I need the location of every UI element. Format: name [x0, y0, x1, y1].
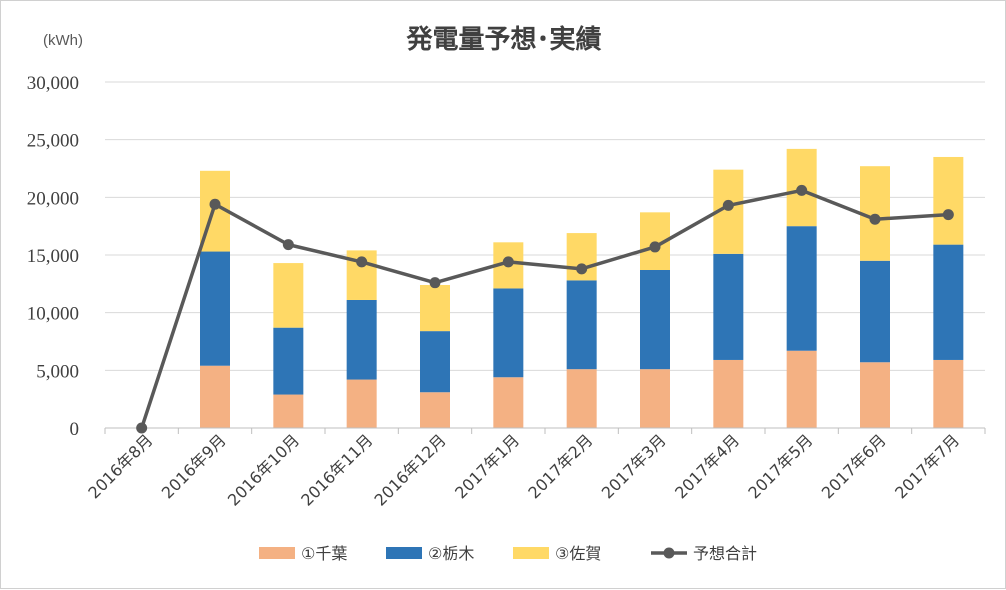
gridlines: [105, 81, 985, 371]
chart-title: 発電量予想･実績: [405, 24, 601, 55]
legend-marker: [663, 547, 675, 559]
forecast-total-line: [140, 188, 949, 429]
x-tick-label: 2017年4月: [671, 430, 743, 502]
bar-segment: [786, 226, 817, 351]
forecast-total-point: [722, 199, 734, 211]
legend-label: 予想合計: [693, 544, 757, 563]
y-tick-label: 20,000: [27, 188, 79, 209]
y-tick-label: 25,000: [27, 131, 79, 152]
forecast-total-point: [576, 263, 588, 275]
x-tick-label: 2017年5月: [744, 430, 816, 502]
bar-segment: [786, 350, 817, 428]
bar-segment: [420, 331, 450, 393]
y-tick-label: 5,000: [36, 361, 79, 382]
bar-segment: [346, 379, 377, 428]
y-tick-label: 15,000: [27, 246, 79, 267]
bar-segment: [493, 377, 524, 428]
x-tick-label: 2017年1月: [451, 430, 523, 502]
legend-label: ①千葉: [301, 544, 347, 563]
legend-swatch: [513, 547, 549, 559]
y-axis-ticks: 0 5,000 10,000 15,000 20,000 25,000 30,000: [27, 73, 79, 440]
bar-segment: [566, 369, 597, 428]
x-tick-label: 2017年7月: [891, 430, 963, 502]
bar-segment: [273, 394, 304, 428]
forecast-total-point: [209, 198, 221, 210]
bar-segment: [493, 288, 524, 378]
bar-series: [200, 148, 964, 428]
x-tick-label: 2016年10月: [224, 430, 303, 509]
x-axis: [104, 427, 986, 434]
bar-segment: [346, 299, 377, 380]
bar-segment: [640, 269, 670, 370]
x-tick-label: 2017年2月: [524, 430, 596, 502]
y-tick-label: 10,000: [27, 304, 79, 325]
bar-segment: [933, 156, 964, 245]
x-tick-label: 2016年9月: [158, 430, 230, 502]
x-tick-label: 2017年3月: [598, 430, 670, 502]
bar-segment: [566, 280, 597, 370]
forecast-total-point: [429, 277, 441, 289]
x-tick-label: 2016年8月: [84, 430, 156, 502]
bar-segment: [420, 284, 450, 332]
bar-segment: [420, 392, 450, 428]
bar-segment: [933, 244, 964, 360]
bar-segment: [713, 359, 744, 428]
bar-segment: [200, 365, 230, 428]
x-tick-label: 2016年11月: [297, 430, 376, 509]
forecast-total-point: [502, 256, 514, 268]
line-series: [136, 184, 954, 434]
bar-segment: [933, 359, 964, 428]
bar-segment: [713, 253, 744, 360]
bar-segment: [273, 263, 304, 328]
bar-segment: [860, 362, 890, 428]
bar-segment: [860, 260, 890, 363]
legend-label: ②栃木: [428, 544, 474, 563]
bar-segment: [640, 369, 670, 428]
x-tick-label: 2017年6月: [818, 430, 890, 502]
y-tick-label: 0: [70, 419, 80, 440]
x-tick-label: 2016年12月: [371, 430, 450, 509]
bar-segment: [273, 327, 304, 395]
legend-label: ③佐賀: [555, 544, 601, 563]
legend: ①千葉 ②栃木 ③佐賀 予想合計: [259, 544, 757, 563]
forecast-total-point: [282, 239, 294, 251]
legend-swatch: [386, 547, 422, 559]
legend-swatch: [259, 547, 295, 559]
bar-segment: [200, 251, 230, 366]
forecast-total-point: [136, 422, 148, 434]
y-tick-label: 30,000: [27, 73, 79, 94]
forecast-total-point: [649, 241, 661, 253]
forecast-total-point: [796, 184, 808, 196]
y-axis-unit: (kWh): [43, 32, 83, 49]
forecast-total-point: [942, 209, 954, 221]
forecast-total-point: [356, 256, 368, 268]
forecast-total-point: [869, 213, 881, 225]
